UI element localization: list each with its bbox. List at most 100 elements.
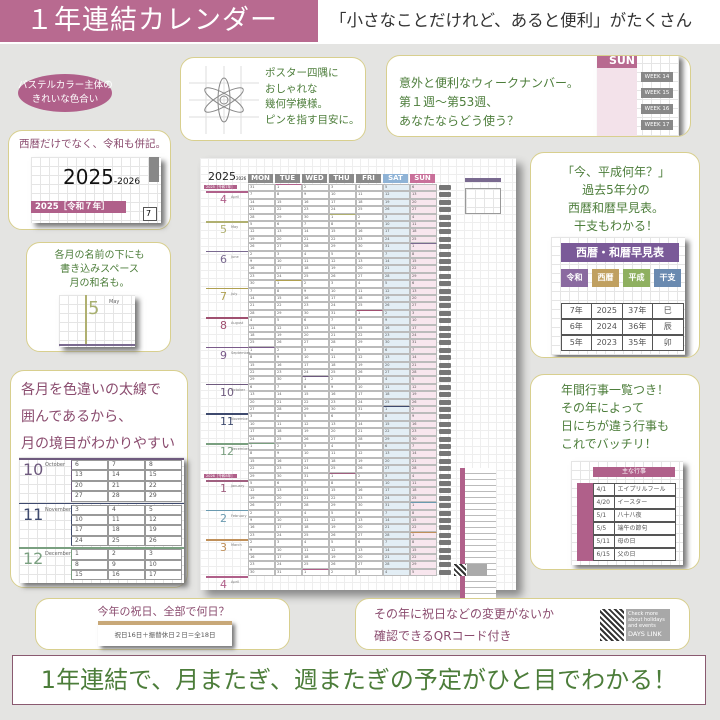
- events-mini-list: [460, 468, 496, 603]
- day-cell: 2: [410, 406, 437, 414]
- event-cell: 4/20: [592, 495, 615, 509]
- day-cell: 12: [329, 258, 356, 266]
- day-cell: 27: [356, 531, 383, 540]
- era-cell: 6年: [560, 318, 592, 335]
- day-cell: 12: [356, 354, 383, 362]
- day-cell: 18: [383, 391, 410, 399]
- day-cell: 1: [248, 346, 275, 355]
- day-cell: 23: [248, 561, 275, 569]
- month-number: 9: [220, 348, 227, 362]
- day-cell: 4: [302, 250, 329, 258]
- era-mini-table: [465, 178, 501, 214]
- day-cell: 5: [248, 480, 275, 488]
- week-number-tag: [439, 532, 451, 538]
- day-cell: 3: [302, 346, 329, 355]
- day-cell: 7: [108, 460, 145, 471]
- day-cell: 12: [383, 287, 410, 295]
- day-cell: 9: [248, 546, 275, 554]
- day-cell: 5: [329, 509, 356, 517]
- day-cell: 29: [410, 561, 437, 569]
- day-cell: 20: [356, 265, 383, 273]
- week-number-tag: [439, 392, 451, 398]
- day-cell: 8: [275, 191, 302, 199]
- month-divider: [206, 443, 248, 445]
- day-cell: 31: [383, 243, 410, 251]
- day-cell: 4: [248, 317, 275, 325]
- week-number-tag: [439, 518, 451, 523]
- day-cell: 14: [302, 487, 329, 495]
- event-cell: イースター: [613, 495, 676, 509]
- week-number-tag: [439, 244, 451, 250]
- era-header-1: 西暦: [592, 269, 619, 287]
- day-cell: 6: [410, 184, 437, 192]
- day-cell: 12: [356, 450, 383, 458]
- era-cell: 7年: [560, 302, 592, 319]
- day-cell: 16: [410, 420, 437, 429]
- day-cell: 6: [356, 539, 383, 547]
- day-cell: 26: [275, 339, 302, 347]
- day-cell: 14: [356, 420, 383, 429]
- week-number-tag: [439, 310, 451, 316]
- day-cell: 10: [329, 287, 356, 295]
- note-line: ポスター四隅に: [265, 67, 339, 79]
- week-number-tag: [439, 325, 451, 331]
- day-cell: 1: [302, 568, 329, 577]
- day-cell: 24: [383, 494, 410, 503]
- day-cell: 1: [275, 184, 302, 192]
- day-cell: 21: [410, 457, 437, 466]
- calendar-year: 2025: [208, 170, 236, 183]
- pastel-badge: パステルカラー主体の きれいな色合い: [18, 74, 113, 112]
- day-cell: 17: [275, 265, 302, 273]
- era-cell: 巳: [652, 302, 684, 319]
- day-cell: 28: [410, 465, 437, 473]
- day-cell: 15: [410, 546, 437, 554]
- day-cell: 22: [248, 369, 275, 377]
- day-cell: 8: [410, 539, 437, 547]
- week-number-tag: [439, 481, 451, 486]
- day-cell: 9: [302, 287, 329, 295]
- day-cell: 13: [248, 391, 275, 399]
- day-cell: 9: [108, 559, 145, 570]
- week-number-tag: [439, 377, 451, 383]
- event-cell: 父の日: [613, 547, 676, 561]
- era-header-2: 平成: [623, 269, 650, 287]
- qr-code-icon[interactable]: [600, 609, 624, 641]
- month-number: 1: [220, 482, 227, 495]
- day-cell: 3: [356, 568, 383, 577]
- day-cell: 29: [248, 472, 275, 480]
- week-tag: WEEK 15: [641, 88, 673, 98]
- holiday-question: 今年の祝日、全部で何日？: [97, 605, 230, 618]
- day-header-sat: SAT: [383, 174, 408, 183]
- day-cell: 28: [329, 339, 356, 347]
- day-cell: 13: [71, 470, 108, 481]
- era-header-3: 干支: [654, 269, 681, 287]
- badge-line: パステルカラー主体の: [18, 80, 113, 91]
- day-cell: 1: [329, 213, 356, 221]
- day-cell: 24: [275, 561, 302, 569]
- day-cell: 17: [329, 295, 356, 303]
- day-cell: 14: [383, 258, 410, 266]
- day-cell: 6: [410, 280, 437, 288]
- day-header-tue: TUE: [275, 174, 300, 183]
- day-cell: 7: [383, 250, 410, 258]
- day-cell: 20: [275, 494, 302, 503]
- day-cell: 3: [383, 213, 410, 221]
- day-cell: 5: [383, 184, 410, 192]
- day-cell: 14: [410, 354, 437, 362]
- day-cell: 14: [329, 324, 356, 332]
- day-cell: 25: [410, 494, 437, 503]
- day-cell: 18: [108, 525, 145, 536]
- week-number-tag: [439, 488, 451, 494]
- day-cell: 15: [145, 470, 182, 481]
- day-cell: 23: [356, 235, 383, 244]
- day-cell: 26: [383, 206, 410, 214]
- week-number-tag: [439, 355, 451, 361]
- qr-code-icon: [454, 564, 466, 576]
- note-line: その年に祝日などの変更がないか: [374, 607, 555, 621]
- week-number-tag: [439, 525, 451, 531]
- day-cell: 21: [275, 398, 302, 406]
- day-cell: 4: [302, 539, 329, 547]
- day-cell: 30: [248, 280, 275, 288]
- day-cell: 24: [329, 302, 356, 310]
- day-cell: 21: [108, 480, 145, 492]
